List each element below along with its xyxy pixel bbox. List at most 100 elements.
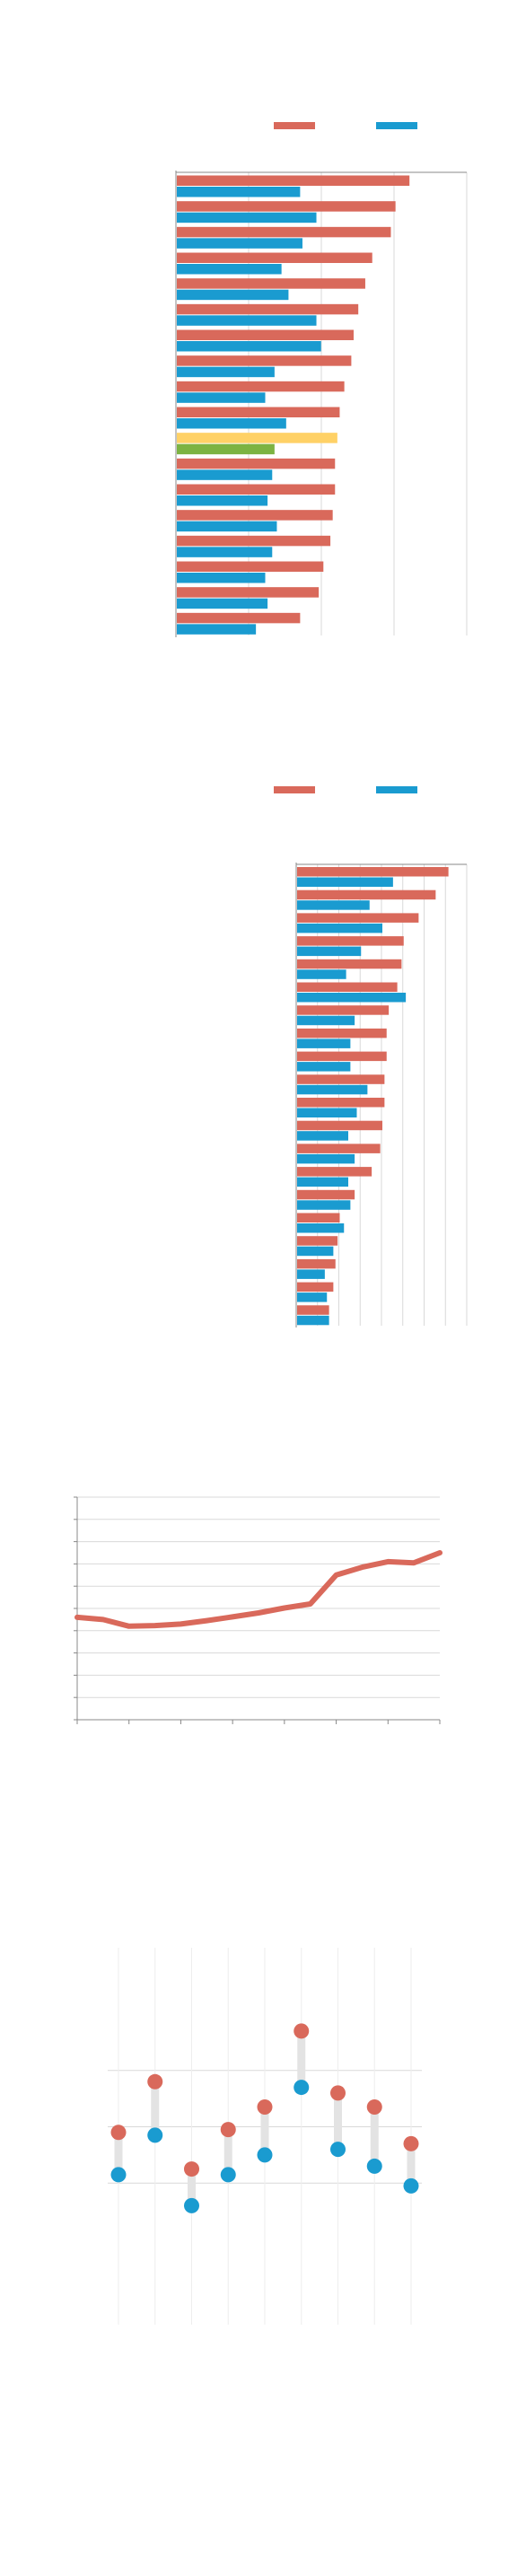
- dot-series-b: [184, 2197, 199, 2213]
- bar-series-a: [177, 561, 324, 572]
- bar-series-a: [297, 889, 436, 900]
- bar-series-a: [297, 1051, 387, 1062]
- bar-series-b: [177, 187, 301, 197]
- bar-series-a: [177, 510, 333, 521]
- bar-series-b: [297, 1246, 334, 1257]
- bar-series-b: [297, 1131, 348, 1141]
- dot-series-b: [257, 2147, 273, 2163]
- bar-chart-2: [0, 682, 517, 1400]
- bar-series-a: [177, 175, 410, 186]
- bar-series-b: [177, 495, 268, 506]
- bar-series-a: [297, 1305, 329, 1315]
- dot-series-a: [403, 2135, 419, 2151]
- bar-series-b: [177, 547, 273, 557]
- bar-series-a: [177, 329, 354, 340]
- bar-series-a: [297, 959, 402, 969]
- bar-series-b: [177, 392, 266, 403]
- legend-swatch-series-b: [376, 786, 417, 793]
- bar-chart-2-plot: [274, 786, 468, 1327]
- bar-series-b: [297, 1200, 351, 1210]
- bar-series-a: [297, 1098, 385, 1108]
- bar-series-b: [297, 1108, 357, 1117]
- legend-swatch-series-b: [376, 122, 417, 129]
- bar-series-a: [177, 612, 301, 624]
- bar-series-b: [177, 598, 268, 609]
- bar-series-b: [297, 1084, 368, 1095]
- bar-series-a: [297, 1167, 372, 1177]
- bar-series-b: [297, 1292, 328, 1302]
- bar-series-a: [297, 936, 404, 946]
- line-chart-plot: [74, 1496, 443, 1724]
- bar-series-a: [177, 226, 391, 238]
- series-line: [74, 1550, 443, 1629]
- bar-series-a: [177, 355, 352, 366]
- legend-swatch-series-a: [274, 122, 315, 129]
- bar-series-b: [177, 624, 257, 635]
- bar-series-b: [177, 289, 289, 301]
- dot-series-a: [110, 2125, 127, 2141]
- bar-series-b: [297, 946, 362, 957]
- bar-series-a: [177, 407, 340, 417]
- bar-series-a: [297, 1258, 336, 1269]
- bar-series-a: [177, 535, 331, 547]
- bar-series-b: [177, 264, 282, 275]
- dot-series-a: [330, 2085, 346, 2101]
- dot-series-a: [220, 2122, 236, 2138]
- bar-series-a: [297, 1120, 382, 1131]
- bar-series-a: [177, 587, 320, 598]
- bar-series-a: [297, 913, 419, 923]
- dumbbell-chart-plot: [108, 1948, 422, 2325]
- bar-series-b: [297, 900, 370, 910]
- dot-series-b: [110, 2167, 127, 2183]
- bar-series-a: [297, 1236, 338, 1246]
- bar-series-b: [177, 341, 321, 352]
- bar-series-b: [177, 315, 317, 326]
- dot-series-b: [330, 2142, 346, 2158]
- bar-series-a: [177, 278, 365, 289]
- dot-series-a: [366, 2099, 382, 2116]
- dot-series-a: [257, 2099, 273, 2116]
- dot-series-b: [403, 2177, 419, 2194]
- bar-series-b: [297, 969, 346, 979]
- bar-series-b: [297, 1153, 355, 1164]
- bar-series-a: [177, 201, 396, 212]
- bar-series-b: [177, 469, 273, 480]
- bar-series-b: [297, 1038, 351, 1048]
- dot-series-b: [220, 2167, 236, 2183]
- dot-series-a: [294, 2023, 310, 2039]
- bar-series-a: [297, 1028, 387, 1038]
- legend-swatch-series-a: [274, 786, 315, 793]
- bar-series-a: [177, 252, 372, 263]
- bar-chart-1-plot: [175, 122, 468, 637]
- bar-series-a: [297, 1189, 355, 1200]
- bar-series-b: [297, 993, 407, 1003]
- bar-series-a: [177, 381, 345, 392]
- bar-series-b: [177, 443, 275, 455]
- bar-series-b: [297, 877, 393, 887]
- dot-series-a: [184, 2161, 199, 2177]
- bar-chart-1: [0, 0, 517, 682]
- dot-series-b: [366, 2158, 382, 2174]
- bar-series-b: [177, 212, 317, 223]
- bar-series-a: [297, 1143, 381, 1153]
- dot-series-b: [147, 2127, 163, 2143]
- bar-series-a: [297, 982, 398, 992]
- bar-series-a: [177, 484, 336, 495]
- dot-series-a: [147, 2073, 163, 2090]
- bar-series-b: [177, 573, 266, 583]
- bar-series-a: [297, 1005, 390, 1015]
- bar-series-b: [297, 1062, 351, 1072]
- bar-series-b: [297, 1223, 345, 1233]
- bar-series-b: [297, 1177, 348, 1187]
- dumbbell-chart: [0, 1777, 517, 2352]
- bar-series-a: [297, 1282, 334, 1292]
- bar-series-a: [297, 867, 449, 877]
- bar-series-a: [177, 433, 337, 443]
- bar-series-b: [297, 1015, 355, 1026]
- bar-series-b: [177, 238, 302, 249]
- bar-series-b: [177, 521, 277, 532]
- bar-series-a: [297, 1213, 340, 1222]
- bar-series-b: [297, 923, 382, 933]
- bar-series-b: [177, 366, 275, 378]
- bar-series-a: [297, 1074, 385, 1084]
